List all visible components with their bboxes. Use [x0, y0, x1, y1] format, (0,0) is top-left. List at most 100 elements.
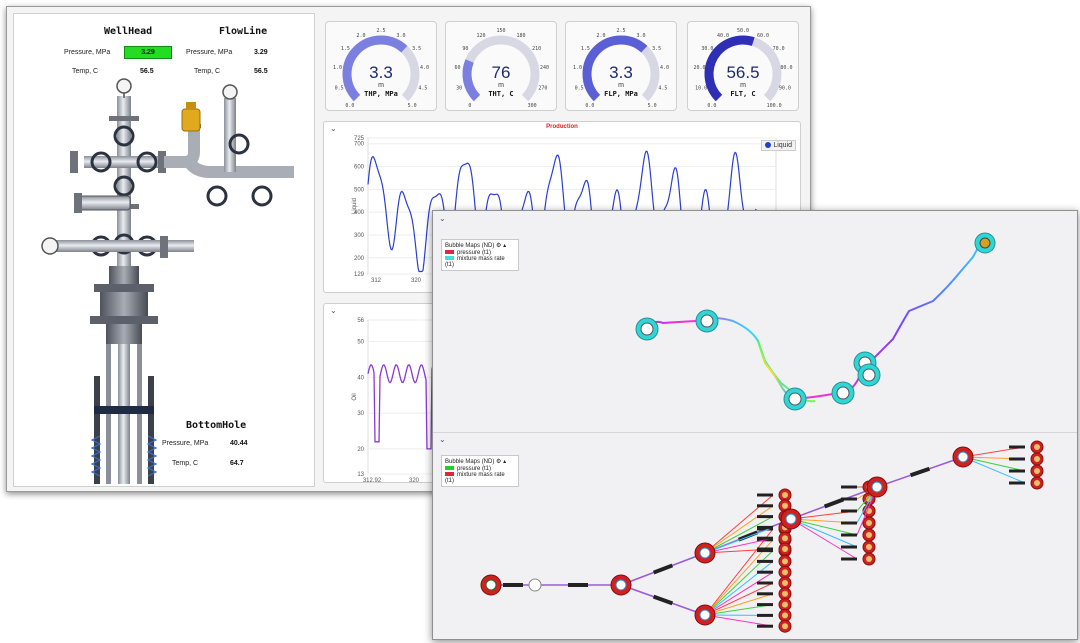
bubble-network-bottom [480, 440, 1044, 633]
bubble-map-top: ⌄ Bubble Maps (ND) ⚙ ▴ pressure (t1) mix… [433, 211, 1077, 433]
well-node-core [1034, 468, 1040, 474]
network-branch [962, 456, 1026, 484]
gauge-dial: 0.0 0.5 1.0 1.5 2.0 2.5 3.0 3.5 4.0 4.5 5.0 3.3mFLP… [573, 28, 669, 109]
network-branch [790, 518, 858, 548]
pipe-segment [1009, 445, 1025, 449]
bubble-node-core [785, 513, 797, 525]
legend-item: mixture mass rate (t1) [445, 256, 505, 268]
gauge-tick-label: 4.0 [660, 65, 669, 71]
y-tick-label: 129 [354, 272, 365, 278]
pipe-segment [503, 583, 523, 587]
wellhead-title: WellHead [104, 26, 153, 37]
flowline-title: FlowLine [219, 26, 268, 37]
chevron-down-icon[interactable]: ⌄ [330, 124, 337, 133]
gauge-tick-label: 3.5 [412, 46, 421, 52]
gauge-tick-label: 5.0 [408, 103, 417, 109]
wellhead-pressure-label: Pressure, MPa [64, 49, 111, 56]
network-branch [704, 528, 774, 616]
network-branch [704, 571, 774, 616]
pipe-segment [652, 563, 674, 575]
gauge-tick-label: 0.0 [345, 103, 354, 109]
gear-icon[interactable]: ⚙ [496, 243, 502, 249]
y-tick-label: 700 [354, 142, 365, 148]
bottomhole-temp-label: Temp, C [172, 460, 199, 467]
bubble-node[interactable] [783, 387, 807, 411]
gauge-dial: 0.0 10.0 20.0 30.0 40.0 50.0 60.0 70.0 80.0 90.0 1… [694, 28, 793, 109]
pipe-segment [757, 547, 773, 551]
legend-swatch [445, 250, 454, 255]
gauge-unit: m [378, 82, 384, 89]
network-branch [704, 526, 774, 554]
flowline-temp-value: 56.5 [254, 68, 268, 75]
well-node-core [782, 569, 788, 576]
x-tick-label: 312 [371, 278, 382, 284]
pipe-segment [757, 603, 773, 607]
junction-node[interactable] [528, 578, 542, 592]
network-branch [704, 582, 774, 616]
gauge-tick-label: 150 [496, 28, 505, 34]
network-branch [704, 604, 774, 616]
bubble-node[interactable] [831, 381, 855, 405]
gauge-tick-label: 2.5 [616, 28, 625, 34]
choke-valve-icon [181, 108, 201, 132]
pipe-segment [841, 533, 857, 537]
gauge-tht: 0 30 60 90 120 150 180 210 240 270 300 76 m THT, C [445, 21, 557, 111]
gauge-tick-label: 2.0 [357, 33, 366, 39]
bubble-map-bottom: ⌄ Bubble Maps (ND) ⚙ ▴ pressure (t1) mix… [433, 433, 1077, 639]
pipe-segment [757, 504, 773, 508]
wellhead-pressure-field[interactable]: 3.29 [124, 46, 172, 59]
gauge-tick-label: 3.5 [652, 46, 661, 52]
network-branch [704, 537, 774, 554]
pipe-segment [841, 557, 857, 561]
gauge-tick-label: 80.0 [780, 65, 792, 71]
gauge-tick-label: 0.0 [707, 103, 716, 109]
legend-title: Bubble Maps (ND) [445, 459, 495, 465]
bubble-node[interactable] [857, 363, 881, 387]
bubble-node[interactable] [695, 309, 719, 333]
bubble-network-top [635, 232, 996, 411]
caret-icon[interactable]: ▴ [503, 459, 507, 465]
gauge-flp: 0.0 0.5 1.0 1.5 2.0 2.5 3.0 3.5 4.0 4.5 5.0 3.3 m FLP… [565, 21, 677, 111]
well-node-core [782, 580, 788, 586]
gauge-tick-label: 90.0 [779, 86, 791, 92]
y-tick-label: 400 [354, 210, 365, 216]
y-tick-label: 13 [357, 472, 364, 478]
gear-icon[interactable]: ⚙ [496, 459, 502, 465]
gauge-tick-label: 100.0 [767, 103, 782, 109]
gauge-value: 3.3 [369, 63, 393, 82]
pipe-segment [652, 594, 674, 606]
legend-dot-icon [765, 142, 772, 149]
well-node-core [866, 532, 872, 538]
bottomhole-pressure-value: 40.44 [230, 440, 248, 447]
gauge-tick-label: 30 [456, 86, 462, 92]
gauge-fill [582, 35, 648, 102]
chevron-down-icon[interactable]: ⌄ [330, 306, 337, 315]
gauge-label: THP, MPa [364, 90, 398, 98]
chevron-down-icon[interactable]: ⌄ [439, 214, 446, 223]
gauge-label: FLP, MPa [604, 90, 638, 98]
gauge-tick-label: 270 [538, 86, 547, 92]
gauge-tick-label: 3.0 [636, 33, 645, 39]
gauge-tick-label: 4.5 [658, 86, 667, 92]
gauge-dial: 0.0 0.5 1.0 1.5 2.0 2.5 3.0 3.5 4.0 4.5 5.0 3.3mTHP… [333, 28, 429, 109]
well-node-core [782, 601, 788, 608]
caret-icon[interactable]: ▴ [503, 243, 507, 249]
production-legend[interactable]: Liquid [761, 140, 796, 151]
chevron-down-icon[interactable]: ⌄ [439, 435, 446, 444]
gauge-tick-label: 10.0 [695, 86, 707, 92]
gauge-tick-label: 1.0 [333, 65, 342, 71]
pipe-segment [757, 581, 773, 585]
gauge-thp: 0.0 0.5 1.0 1.5 2.0 2.5 3.0 3.5 4.0 4.5 5.0 3.3 m THP… [325, 21, 437, 111]
bubble-bottom-legend: Bubble Maps (ND) ⚙ ▴ pressure (t1) mixtu… [441, 455, 519, 487]
bubble-node-core [615, 579, 627, 591]
bubble-node[interactable] [974, 232, 996, 254]
wellhead-temp-value: 56.5 [140, 68, 154, 75]
bubble-node[interactable] [635, 317, 659, 341]
gauge-unit: m [498, 82, 504, 89]
y-tick-label: 40 [357, 375, 364, 381]
gauge-tick-label: 0.5 [335, 86, 344, 92]
bubble-node-core [957, 451, 969, 463]
y-tick-label: 50 [357, 339, 364, 345]
gauge-label: THT, C [488, 90, 513, 98]
legend-item: pressure (t1) [457, 466, 492, 472]
